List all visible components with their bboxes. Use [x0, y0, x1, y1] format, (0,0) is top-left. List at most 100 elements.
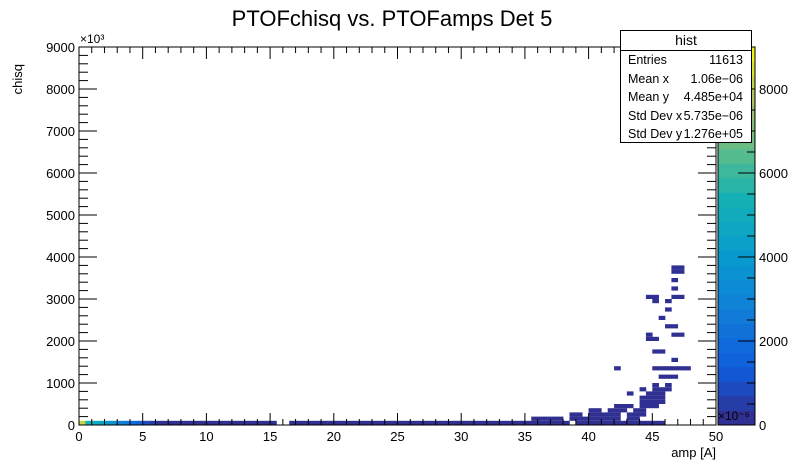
heatmap-cell	[645, 399, 653, 404]
x-axis-label: amp [A]	[671, 445, 716, 460]
heatmap-cell	[180, 420, 188, 425]
heatmap-cell	[206, 420, 214, 425]
heatmap-cell	[321, 420, 328, 425]
heatmap-cell	[671, 324, 679, 329]
heatmap-cell	[645, 420, 653, 425]
x-tick-label: 45	[645, 429, 659, 444]
heatmap-cell	[212, 420, 220, 425]
palette-band	[718, 265, 755, 281]
y-tick-label: 1000	[46, 376, 75, 391]
heatmap-cell	[270, 420, 277, 425]
heatmap-cell	[289, 420, 296, 425]
heatmap-cell	[308, 420, 315, 425]
heatmap-cell	[314, 420, 322, 425]
heatmap-cell	[658, 366, 666, 371]
heatmap-cell	[658, 399, 666, 404]
x-tick-label: 50	[709, 429, 723, 444]
palette-band	[718, 148, 755, 164]
palette-band	[718, 192, 755, 208]
heatmap-cell	[671, 366, 679, 371]
stats-value: 5.735e−06	[683, 108, 743, 123]
heatmap-cell	[677, 269, 685, 274]
heatmap-cell	[556, 416, 564, 421]
heatmap-cell	[626, 391, 634, 396]
x-tick-label: 25	[390, 429, 404, 444]
heatmap-cell	[575, 412, 583, 417]
heatmap-cell	[129, 420, 137, 425]
y-tick-label: 3000	[46, 292, 75, 307]
heatmap-cell	[85, 420, 93, 425]
heatmap-cell	[301, 420, 309, 425]
heatmap-cell	[645, 294, 653, 299]
heatmap-cell	[238, 420, 245, 425]
heatmap-cell	[671, 265, 679, 270]
heatmap-cell	[594, 412, 602, 417]
heatmap-cell	[155, 420, 163, 425]
heatmap-cell	[544, 416, 551, 421]
heatmap-cell	[416, 420, 424, 425]
heatmap-cell	[614, 404, 621, 409]
heatmap-cell	[652, 383, 659, 388]
palette-band	[718, 279, 755, 295]
heatmap-cell	[626, 404, 634, 409]
heatmap-cell	[422, 420, 430, 425]
palette-band	[718, 352, 755, 368]
heatmap-cell	[658, 349, 666, 354]
heatmap-cell	[652, 420, 659, 425]
heatmap-cell	[671, 278, 679, 283]
heatmap-cell	[244, 420, 252, 425]
heatmap-cell	[225, 420, 233, 425]
heatmap-cell	[671, 286, 679, 291]
heatmap-cell	[117, 420, 124, 425]
heatmap-cell	[467, 420, 475, 425]
heatmap-cell	[658, 391, 666, 396]
x-tick-label: 15	[263, 429, 277, 444]
heatmap-cell	[505, 420, 513, 425]
heatmap-cell	[594, 420, 602, 425]
y-tick-label: 6000	[46, 166, 75, 181]
stats-row: Mean y 4.485e+04	[621, 88, 751, 107]
heatmap-cell	[626, 412, 634, 417]
heatmap-cell	[461, 420, 468, 425]
x-tick-label: 35	[518, 429, 532, 444]
heatmap-cell	[652, 299, 659, 304]
x-tick-label: 20	[327, 429, 341, 444]
palette-band	[718, 177, 755, 193]
heatmap-cell	[263, 420, 271, 425]
heatmap-cell	[665, 307, 672, 312]
stats-value: 4.485e+04	[683, 90, 743, 105]
z-tick-label: 2000	[759, 334, 788, 349]
heatmap-cell	[340, 420, 347, 425]
y-tick-label: 9000	[46, 40, 75, 55]
heatmap-cell	[614, 366, 621, 371]
heatmap-cell	[499, 420, 507, 425]
y-tick-label: 7000	[46, 124, 75, 139]
heatmap-cell	[174, 420, 182, 425]
heatmap-cell	[295, 420, 303, 425]
heatmap-cell	[544, 420, 551, 425]
heatmap-cell	[193, 420, 201, 425]
heatmap-cell	[327, 420, 335, 425]
heatmap-cell	[671, 357, 679, 362]
x-axis-multiplier: ×10⁻⁶	[718, 409, 750, 423]
heatmap-cell	[614, 408, 621, 413]
x-tick-label: 30	[454, 429, 468, 444]
heatmap-cell	[614, 416, 621, 421]
heatmap-cell	[550, 420, 558, 425]
heatmap-cell	[250, 420, 258, 425]
z-tick-label: 4000	[759, 250, 788, 265]
heatmap-cell	[633, 408, 640, 413]
stats-value: 11613	[709, 53, 743, 67]
y-tick-label: 5000	[46, 208, 75, 223]
heatmap-cell	[665, 374, 672, 379]
heatmap-cell	[594, 408, 602, 413]
heatmap-cell	[588, 420, 596, 425]
heatmap-cell	[187, 420, 194, 425]
heatmap-cell	[136, 420, 143, 425]
heatmap-cell	[665, 324, 672, 329]
heatmap-cell	[658, 315, 666, 320]
heatmap-cell	[524, 420, 532, 425]
heatmap-cell	[168, 420, 175, 425]
palette-band	[718, 221, 755, 237]
heatmap-cell	[448, 420, 456, 425]
